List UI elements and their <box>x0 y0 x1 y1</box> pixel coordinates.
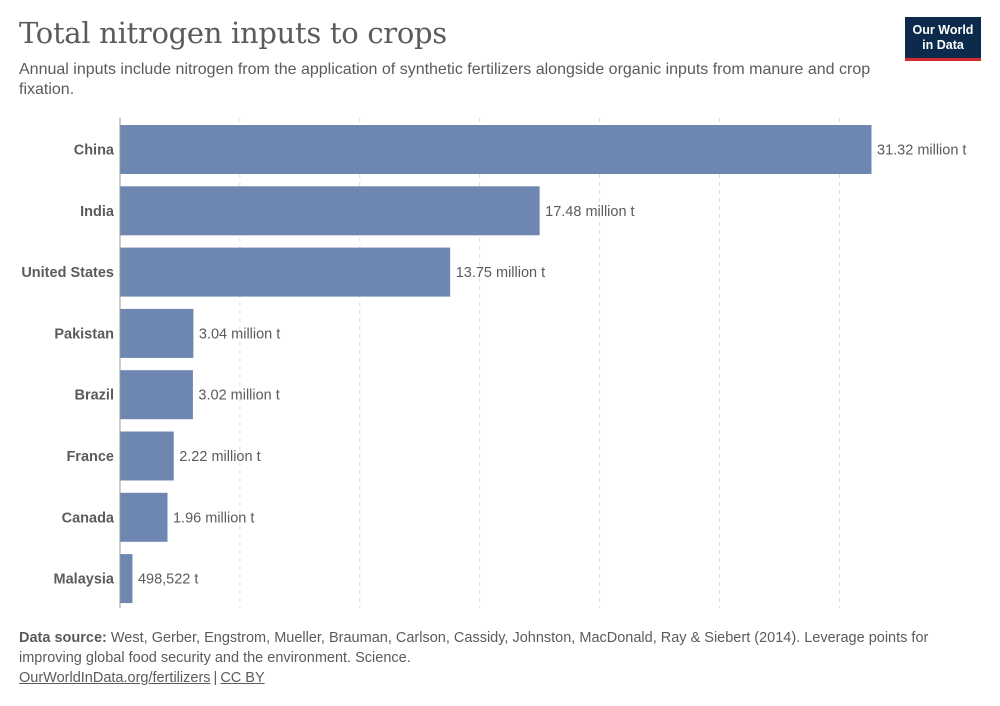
logo-line-1: Our World <box>912 23 974 37</box>
bars: China 31.32 million t India 17.48 million t… <box>21 125 966 604</box>
value-label: 3.04 million t <box>199 326 280 342</box>
category-label: United States <box>21 265 114 281</box>
value-label: 2.22 million t <box>179 449 260 465</box>
bar-pakistan[interactable] <box>120 308 194 358</box>
footer: Data source: West, Gerber, Engstrom, Mue… <box>19 628 979 688</box>
bar-chart: China 31.32 million t India 17.48 million t… <box>21 118 966 608</box>
category-label: Malaysia <box>54 572 115 588</box>
value-label: 31.32 million t <box>877 143 966 159</box>
data-source-text: West, Gerber, Engstrom, Mueller, Brauman… <box>19 630 929 666</box>
category-label: Pakistan <box>54 326 114 342</box>
category-label: India <box>80 204 115 220</box>
source-link[interactable]: OurWorldInData.org/fertilizers <box>19 670 211 686</box>
bar-india[interactable] <box>120 186 540 236</box>
value-label: 3.02 million t <box>198 388 279 404</box>
value-label: 1.96 million t <box>173 510 254 526</box>
bar-france[interactable] <box>120 431 174 481</box>
chart-title: Total nitrogen inputs to crops <box>19 16 447 50</box>
value-label: 17.48 million t <box>545 204 634 220</box>
category-label: France <box>66 449 114 465</box>
chart-subtitle: Annual inputs include nitrogen from the … <box>19 61 871 98</box>
bar-china[interactable] <box>120 125 872 174</box>
category-label: China <box>74 143 115 159</box>
bar-canada[interactable] <box>120 492 168 542</box>
logo-line-2: in Data <box>922 38 964 52</box>
footer-links: OurWorldInData.org/fertilizers | CC BY <box>19 668 979 688</box>
bar-brazil[interactable] <box>120 370 193 420</box>
category-label: Brazil <box>75 388 115 404</box>
data-source: Data source: West, Gerber, Engstrom, Mue… <box>19 628 979 668</box>
license-link[interactable]: CC BY <box>220 670 265 686</box>
value-label: 13.75 million t <box>456 265 545 281</box>
category-label: Canada <box>62 510 115 526</box>
bar-malaysia[interactable] <box>120 554 133 604</box>
bar-united-states[interactable] <box>120 247 451 297</box>
owid-logo[interactable]: Our World in Data <box>905 17 981 61</box>
footer-separator: | <box>213 670 218 686</box>
value-label: 498,522 t <box>138 572 198 588</box>
data-source-label: Data source: <box>19 630 107 646</box>
